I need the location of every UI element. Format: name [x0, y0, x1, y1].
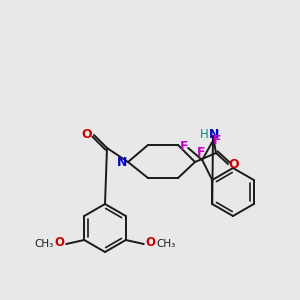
Text: O: O	[146, 236, 156, 250]
Text: F: F	[180, 140, 188, 152]
Text: CH₃: CH₃	[34, 239, 53, 249]
Text: N: N	[209, 128, 219, 142]
Text: CH₃: CH₃	[157, 239, 176, 249]
Text: H: H	[200, 128, 208, 142]
Text: O: O	[229, 158, 239, 170]
Text: F: F	[197, 146, 206, 158]
Text: O: O	[82, 128, 92, 140]
Text: F: F	[213, 134, 221, 146]
Text: N: N	[117, 155, 127, 169]
Text: O: O	[54, 236, 64, 250]
